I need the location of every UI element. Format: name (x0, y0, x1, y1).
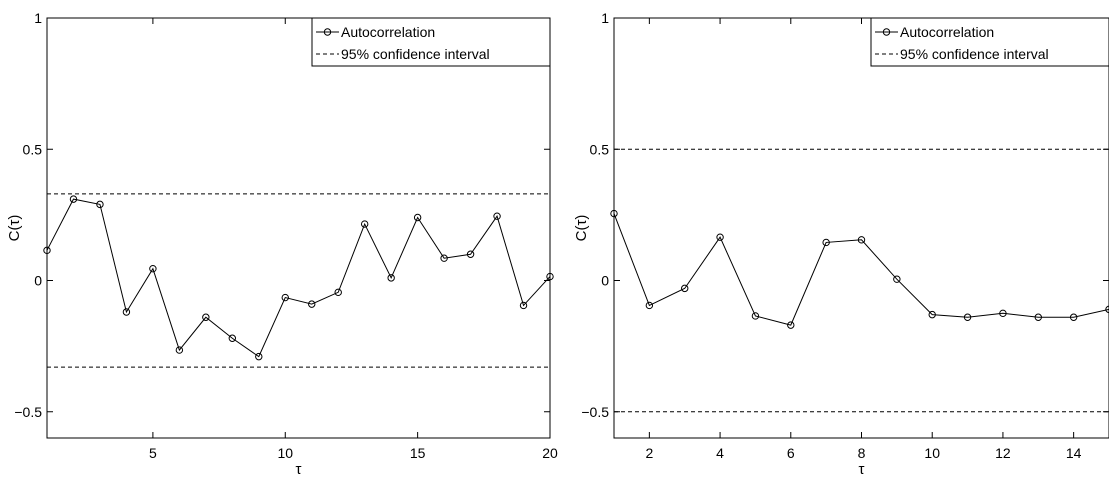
chart1-plot-frame (46, 17, 551, 439)
chart2-legend-box (870, 17, 1109, 67)
chart1-autocorrelation-point (546, 272, 554, 281)
chart1-x-tick-label: 20 (542, 445, 558, 461)
chart2-x-tick-label: 12 (995, 445, 1011, 461)
chart1-panel: 5 10 15 20 −0.5 0 0.5 1 τ C(τ) Autocorrelation 95% … (6, 10, 558, 478)
chart2-plot-frame (613, 17, 1109, 439)
chart2-x-tick-label: 10 (924, 445, 940, 461)
chart1-autocorrelation-point (202, 313, 210, 321)
chart1-autocorrelation-point (122, 308, 131, 316)
chart1-autocorrelation-point (334, 288, 342, 297)
chart1-legend-box (311, 17, 551, 67)
chart2-autocorrelation-point (893, 275, 901, 283)
chart2-autocorrelation-point (1105, 305, 1109, 314)
chart2-y-tick-label: 0 (601, 273, 609, 289)
chart1-legend-label-ci: 95% confidence interval (341, 46, 490, 62)
chart1-x-tick-label: 10 (277, 445, 293, 461)
chart2-legend-marker-autocorrelation (882, 28, 891, 36)
chart2-y-axis-label: C(τ) (573, 215, 590, 242)
chart2-x-tick-label: 4 (716, 445, 724, 461)
chart2-autocorrelation-point (928, 310, 936, 319)
chart1-autocorrelation-point (175, 346, 184, 354)
chart1-x-tick-label: 5 (149, 445, 157, 461)
chart1-autocorrelation-point (360, 220, 369, 228)
chart2-x-tick-label: 2 (645, 445, 653, 461)
chart2-autocorrelation-point (1034, 313, 1042, 321)
chart2-autocorrelation-point (857, 236, 866, 244)
chart2-x-tick-label: 6 (787, 445, 795, 461)
chart1-autocorrelation-point (413, 213, 422, 222)
chart2-autocorrelation-point (963, 313, 972, 321)
chart2-autocorrelation-point (716, 233, 724, 241)
chart2-y-tick-label: −0.5 (581, 404, 609, 420)
chart2-autocorrelation-point (751, 312, 760, 320)
chart2-autocorrelation-line (613, 213, 1109, 326)
chart1-autocorrelation-point (466, 250, 475, 258)
chart1-y-axis-label: C(τ) (6, 215, 23, 242)
chart1-autocorrelation-line (46, 198, 551, 358)
chart1-legend-marker-autocorrelation (323, 28, 332, 36)
chart2-y-tick-label: 1 (601, 10, 609, 26)
chart2-x-tick-label: 8 (858, 445, 866, 461)
chart2-x-tick-label: 14 (1066, 445, 1082, 461)
chart2-autocorrelation-point (787, 321, 795, 329)
chart1-x-tick-label: 15 (410, 445, 426, 461)
chart1-autocorrelation-point (255, 352, 263, 361)
chart1-autocorrelation-point (149, 264, 157, 273)
chart1-autocorrelation-point (440, 254, 448, 262)
chart1-autocorrelation-point (281, 293, 289, 302)
chart1-autocorrelation-point (43, 246, 51, 255)
chart2-autocorrelation-point (681, 284, 689, 293)
chart1-autocorrelation-point (387, 274, 395, 282)
chart1-autocorrelation-point (69, 195, 78, 203)
chart1-x-axis-label: τ (296, 461, 302, 478)
chart1-y-tick-label: 0 (34, 273, 42, 289)
chart1-y-tick-label: 0.5 (23, 141, 43, 157)
chart1-autocorrelation-point (228, 334, 237, 342)
chart2-x-axis-label: τ (859, 461, 865, 478)
chart1-autocorrelation-point (519, 301, 528, 310)
chart1-y-tick-label: −0.5 (14, 404, 42, 420)
chart1-autocorrelation-point (308, 300, 316, 308)
chart2-panel: 2 4 6 8 10 12 14 −0.5 0 0.5 1 τ C(τ) Autocorrelation 9… (573, 10, 1109, 478)
chart1-legend-label-autocorrelation: Autocorrelation (341, 24, 435, 40)
chart1-autocorrelation-point (493, 212, 501, 220)
chart2-autocorrelation-point (999, 309, 1007, 318)
chart1-y-tick-label: 1 (34, 10, 42, 26)
chart1-autocorrelation-point (96, 200, 104, 209)
chart2-autocorrelation-point (822, 238, 830, 247)
chart2-y-tick-label: 0.5 (590, 141, 610, 157)
chart2-legend-label-autocorrelation: Autocorrelation (900, 24, 994, 40)
chart2-autocorrelation-point (645, 301, 654, 310)
chart2-legend-label-ci: 95% confidence interval (900, 46, 1049, 62)
chart2-autocorrelation-point (610, 209, 618, 218)
chart2-autocorrelation-point (1069, 313, 1078, 321)
